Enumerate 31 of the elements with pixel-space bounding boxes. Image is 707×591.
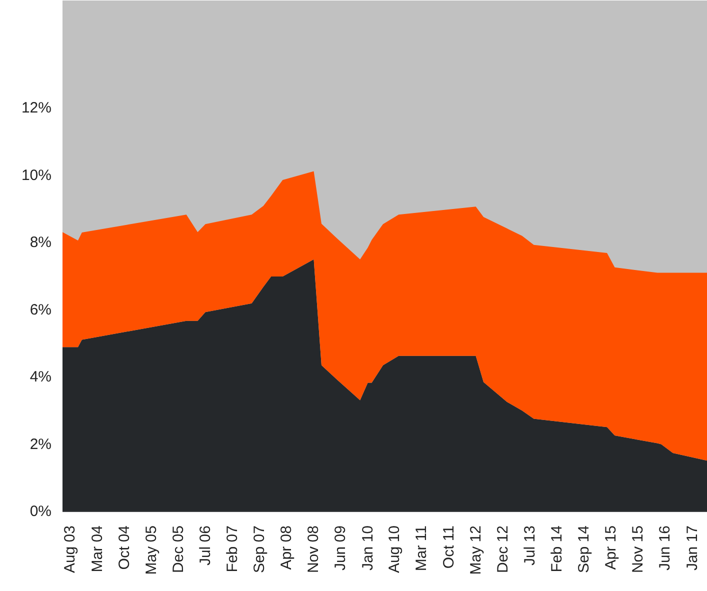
- x-tick-label: Sep 14: [576, 525, 593, 574]
- x-tick-label: Jun 09: [332, 525, 350, 571]
- y-tick-label: 8%: [30, 234, 52, 252]
- x-tick-label: Jan 17: [684, 525, 701, 571]
- x-tick-label: Oct 04: [116, 526, 133, 570]
- x-tick-label: Apr 15: [602, 525, 620, 570]
- x-tick-label: Nov 15: [630, 525, 647, 574]
- x-tick-label: Mar 11: [413, 525, 430, 572]
- x-tick-label: Feb 07: [224, 525, 242, 572]
- x-tick-label: Sep 07: [251, 525, 268, 574]
- x-tick-label: Jul 06: [196, 525, 214, 566]
- x-tick-label: Jun 16: [656, 525, 674, 571]
- y-tick-label: 12%: [21, 100, 52, 117]
- x-tick-label: May 12: [467, 525, 484, 575]
- y-tick-label: 0%: [30, 503, 52, 520]
- x-tick-label: Jan 10: [359, 525, 376, 571]
- x-tick-label: Nov 08: [305, 525, 322, 574]
- y-tick-label: 6%: [30, 301, 52, 318]
- x-tick-label: Jul 13: [521, 525, 538, 566]
- x-tick-label: Dec 12: [494, 525, 512, 574]
- x-tick-label: Aug 03: [62, 525, 79, 574]
- x-tick-label: Aug 10: [386, 525, 404, 574]
- x-tick-label: Dec 05: [170, 525, 187, 574]
- y-tick-label: 2%: [30, 436, 52, 453]
- x-tick-label: Feb 14: [548, 525, 566, 572]
- x-tick-label: Mar 04: [88, 525, 106, 572]
- x-tick-label: Apr 08: [278, 525, 296, 570]
- x-tick-label: Oct 11: [440, 525, 458, 569]
- x-tick-label: May 05: [142, 525, 160, 575]
- y-tick-label: 4%: [30, 368, 52, 386]
- y-tick-label: 10%: [21, 166, 52, 184]
